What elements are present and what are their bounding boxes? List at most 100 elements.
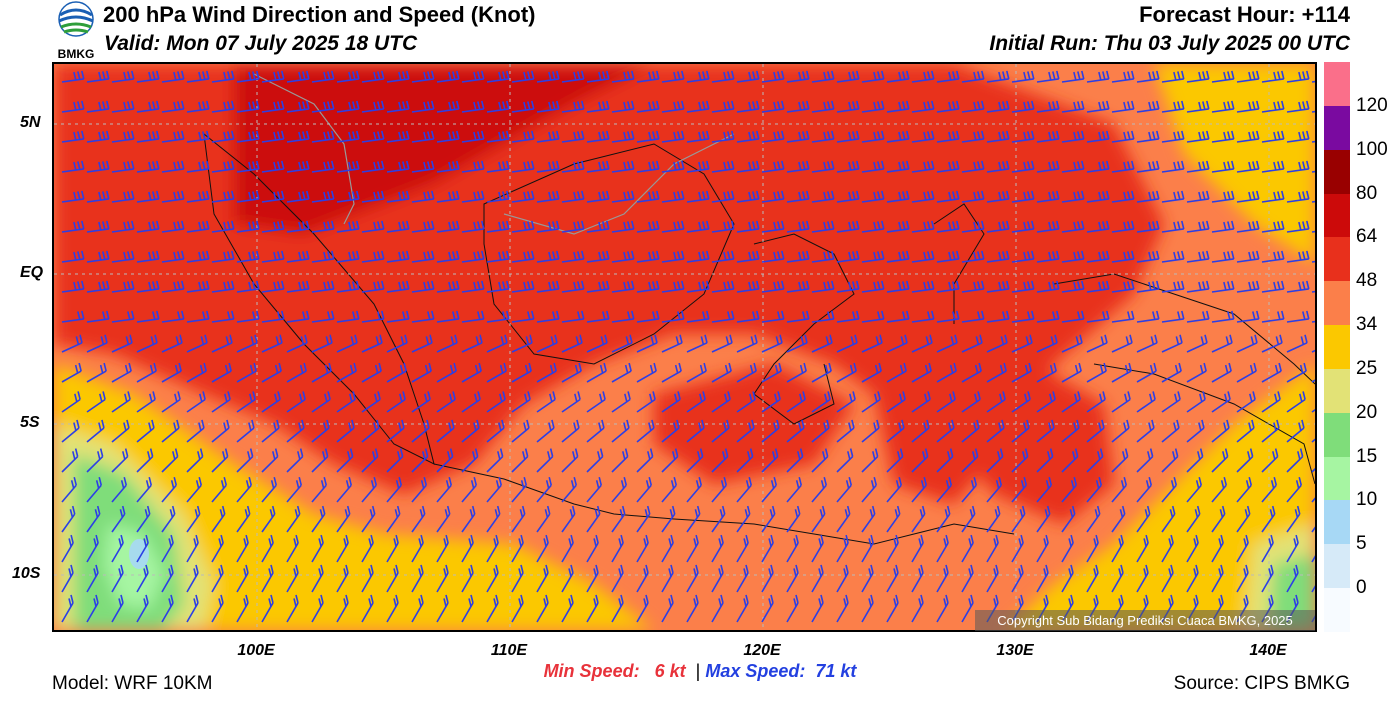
- wind-barb: [161, 250, 185, 263]
- wind-barb: [886, 310, 910, 323]
- wind-barb: [136, 391, 156, 413]
- wind-barb: [1161, 334, 1183, 353]
- wind-barb: [536, 419, 555, 443]
- wind-barb: [286, 534, 299, 563]
- wind-barb: [1061, 477, 1078, 503]
- wind-barb: [436, 250, 460, 263]
- wind-barb: [111, 160, 135, 173]
- wind-barb: [836, 70, 860, 83]
- wind-barb: [786, 448, 804, 473]
- wind-barb: [1161, 391, 1181, 413]
- wind-barb: [336, 70, 360, 83]
- wind-barb: [511, 419, 530, 443]
- wind-barb: [411, 220, 435, 233]
- wind-barb: [1286, 310, 1310, 323]
- wind-barb: [686, 534, 699, 563]
- wind-barb: [336, 448, 354, 473]
- wind-barb: [611, 505, 626, 533]
- wind-barb: [261, 334, 283, 353]
- wind-barb: [1286, 250, 1310, 263]
- wind-barb: [661, 190, 685, 203]
- wind-barb: [236, 250, 260, 263]
- wind-barb: [236, 362, 257, 383]
- wind-barb: [961, 477, 978, 503]
- max-speed-value: 71 kt: [815, 661, 857, 681]
- wind-barb: [936, 190, 960, 203]
- wind-barb: [1011, 505, 1026, 533]
- wind-barb: [1211, 220, 1235, 233]
- wind-barb: [286, 362, 307, 383]
- wind-barb: [411, 280, 435, 293]
- wind-barb: [436, 130, 460, 143]
- wind-barb: [536, 280, 560, 293]
- wind-barb: [861, 160, 885, 173]
- wind-barb: [111, 220, 135, 233]
- wind-barb: [1236, 505, 1251, 533]
- wind-barb: [986, 310, 1010, 323]
- wind-barb: [436, 419, 455, 443]
- wind-barb: [911, 100, 935, 113]
- wind-barb: [986, 448, 1004, 473]
- wind-barb: [861, 477, 878, 503]
- wind-barb: [586, 391, 606, 413]
- wind-barb: [736, 160, 760, 173]
- wind-barb: [161, 448, 179, 473]
- wind-barb: [1136, 250, 1160, 263]
- wind-barb: [86, 310, 110, 323]
- wind-barb: [886, 220, 910, 233]
- wind-barb: [1086, 448, 1104, 473]
- wind-barb: [1236, 362, 1257, 383]
- wind-barb: [736, 280, 760, 293]
- wind-barb: [1211, 391, 1231, 413]
- wind-barb: [836, 534, 849, 563]
- wind-barb: [961, 448, 979, 473]
- wind-barb: [61, 448, 79, 473]
- wind-barb: [386, 190, 410, 203]
- wind-barb: [186, 220, 210, 233]
- wind-barb: [361, 534, 374, 563]
- wind-barb: [1086, 70, 1110, 83]
- wind-barb: [1236, 334, 1258, 353]
- wind-barb: [311, 564, 324, 593]
- lat-label-5s: 5S: [20, 414, 40, 431]
- wind-barb: [86, 391, 106, 413]
- wind-barb: [111, 362, 132, 383]
- wind-barb: [761, 250, 785, 263]
- wind-barb: [911, 534, 924, 563]
- wind-barb: [786, 594, 799, 623]
- wind-barb: [486, 419, 505, 443]
- wind-barb: [811, 534, 824, 563]
- wind-barb: [811, 70, 835, 83]
- wind-barb: [261, 70, 285, 83]
- wind-barb: [486, 190, 510, 203]
- wind-barb: [1236, 419, 1255, 443]
- wind-barb: [686, 130, 710, 143]
- wind-barb: [1286, 505, 1301, 533]
- wind-barb: [611, 220, 635, 233]
- wind-barb: [286, 505, 301, 533]
- wind-barb: [611, 594, 624, 623]
- wind-barb: [1111, 70, 1135, 83]
- wind-barb: [261, 130, 285, 143]
- wind-barb: [261, 190, 285, 203]
- wind-barb: [1136, 477, 1153, 503]
- wind-barb: [736, 334, 758, 353]
- wind-barb: [886, 448, 904, 473]
- wind-barb: [386, 419, 405, 443]
- wind-barb: [611, 160, 635, 173]
- wind-speed-shading: [54, 64, 1315, 630]
- wind-barb: [1136, 220, 1160, 233]
- wind-barb: [311, 391, 331, 413]
- wind-barb: [1136, 280, 1160, 293]
- wind-barb: [511, 594, 524, 623]
- wind-barb: [961, 564, 974, 593]
- colorbar-label: 64: [1356, 226, 1378, 248]
- wind-barb: [986, 534, 999, 563]
- wind-barb: [836, 160, 860, 173]
- wind-barb: [861, 391, 881, 413]
- wind-barb: [486, 130, 510, 143]
- wind-barb: [461, 280, 485, 293]
- wind-barb: [911, 564, 924, 593]
- wind-barb: [836, 564, 849, 593]
- wind-barb: [86, 505, 101, 533]
